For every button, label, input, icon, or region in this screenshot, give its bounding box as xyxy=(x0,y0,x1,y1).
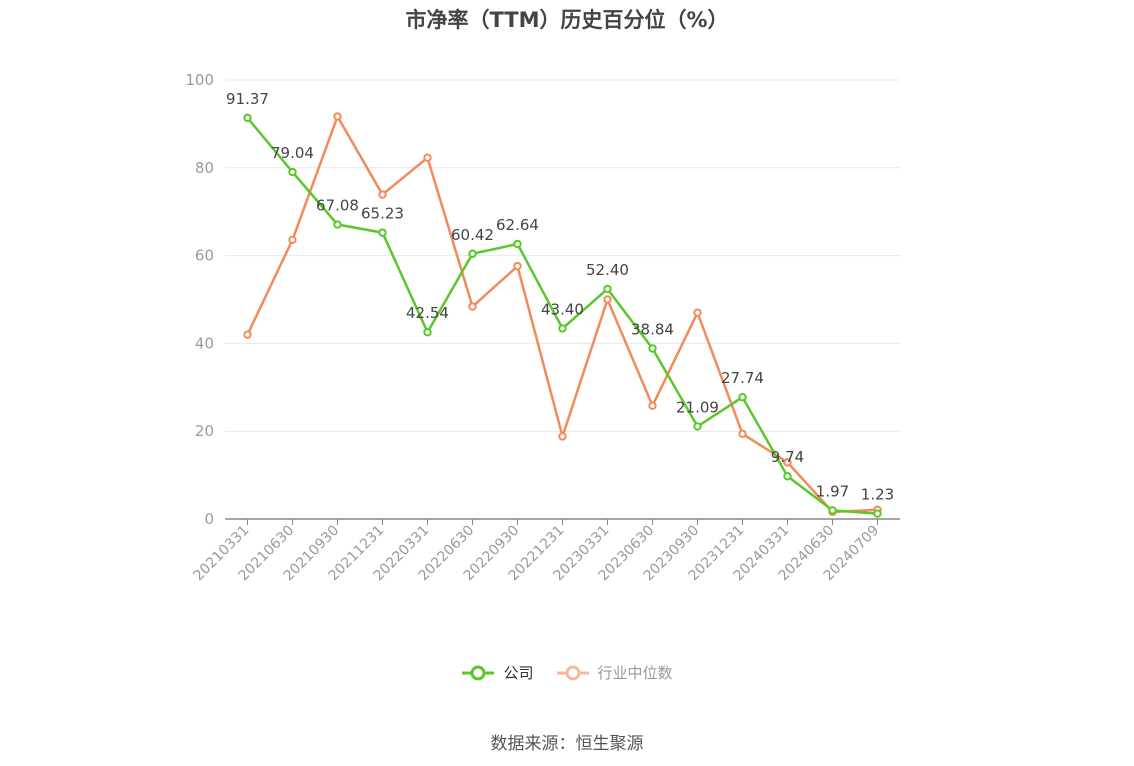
company-data-label: 9.74 xyxy=(771,448,804,466)
company-data-label: 43.40 xyxy=(541,300,584,318)
industry-point xyxy=(378,190,387,199)
legend-item-company[interactable]: 公司 xyxy=(461,662,534,683)
company-point xyxy=(513,239,522,249)
company-point xyxy=(243,113,252,123)
company-point xyxy=(603,284,612,294)
company-data-label: 91.37 xyxy=(226,90,269,108)
company-point xyxy=(738,393,747,402)
company-data-label: 60.42 xyxy=(451,226,494,244)
industry-point xyxy=(423,153,432,162)
company-point xyxy=(648,344,657,353)
company-point xyxy=(828,506,837,515)
legend-industry-label: 行业中位数 xyxy=(597,664,673,682)
company-point xyxy=(468,249,477,258)
grid-lines xyxy=(225,79,900,432)
company-point xyxy=(378,228,387,237)
company-data-label: 79.04 xyxy=(271,144,314,162)
industry-point xyxy=(738,429,747,439)
industry-point xyxy=(468,302,477,311)
legend: 公司 行业中位数 xyxy=(0,662,1134,683)
company-data-label: 42.54 xyxy=(406,304,449,322)
company-data-label: 67.08 xyxy=(316,197,359,215)
y-tick-label: 40 xyxy=(195,334,214,352)
industry-point xyxy=(243,330,252,339)
series xyxy=(243,112,882,518)
legend-industry-marker-icon xyxy=(556,665,589,680)
line-chart: 0204060801002021033120210630202109302021… xyxy=(185,71,900,584)
y-tick-label: 80 xyxy=(195,159,214,177)
y-tick-label: 100 xyxy=(185,71,214,89)
company-point xyxy=(558,324,567,333)
company-data-label: 62.64 xyxy=(496,216,539,234)
industry-point xyxy=(693,308,702,317)
industry-point xyxy=(603,295,612,304)
company-data-label: 38.84 xyxy=(631,320,674,338)
legend-company-label: 公司 xyxy=(503,664,534,682)
company-data-label: 1.23 xyxy=(861,486,894,504)
data-source: 数据来源：恒生聚源 xyxy=(490,734,644,754)
industry-point xyxy=(648,401,657,410)
industry-point xyxy=(288,235,297,244)
company-data-label: 65.23 xyxy=(361,205,404,223)
company-point xyxy=(783,472,792,481)
company-point xyxy=(693,422,702,431)
company-point xyxy=(873,509,882,518)
y-tick-label: 0 xyxy=(204,510,214,528)
y-tick-label: 60 xyxy=(195,247,214,265)
industry-point xyxy=(558,432,567,441)
legend-item-industry[interactable]: 行业中位数 xyxy=(556,662,673,683)
y-tick-label: 20 xyxy=(195,422,214,440)
chart-title: 市净率（TTM）历史百分位（%） xyxy=(405,8,729,32)
company-data-label: 27.74 xyxy=(721,369,764,387)
company-data-label: 52.40 xyxy=(586,261,629,279)
legend-company-marker-icon xyxy=(462,665,495,680)
company-point xyxy=(423,328,432,337)
company-data-label: 21.09 xyxy=(676,398,719,416)
company-point xyxy=(288,167,297,177)
company-point xyxy=(333,220,342,229)
industry-point xyxy=(333,112,342,121)
company-data-label: 1.97 xyxy=(816,482,849,500)
industry-point xyxy=(783,458,792,467)
industry-point xyxy=(513,261,522,271)
